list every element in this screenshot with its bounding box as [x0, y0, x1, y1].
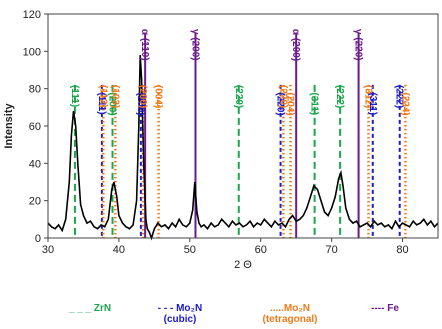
legend-item-fe: ---- Fe: [355, 303, 415, 314]
ref-label-mo2n_cubic-5: (200): [135, 92, 146, 115]
ref-label-fe-14: α (200): [290, 29, 301, 61]
y-tick-label-60: 60: [29, 121, 41, 133]
ref-label-mo2n_tetragonal-8: (004): [153, 85, 164, 108]
x-tick-label-80: 80: [396, 244, 408, 256]
legend-item-zrn: _ _ _ ZrN: [50, 303, 130, 314]
axes: 30 40 50 60 70 80 0 20 40 60 80 100 120 2 Θ Intensity: [3, 9, 439, 271]
reference-labels: (111) (111)(112)(200)(103) (200)(200)α (11…: [69, 29, 410, 116]
ref-label-mo2n_tetragonal-12: (220): [277, 85, 288, 108]
plot-frame: [47, 13, 439, 239]
legend: _ _ _ ZrN - - - Mo₂N (cubic) .....Mo₂N (…: [0, 303, 442, 329]
legend-mo2n-tetragonal-sub: (tetragonal): [262, 314, 318, 325]
ref-label-zrn-0: (111): [69, 85, 80, 107]
y-tick-label-120: 120: [23, 9, 41, 21]
ref-label-mo2n_cubic-1: (111): [96, 92, 107, 114]
ref-label-mo2n_cubic-20: (222): [394, 85, 405, 108]
y-tick-label-100: 100: [23, 46, 41, 58]
y-tick-label-20: 20: [29, 196, 41, 208]
x-tick-label-40: 40: [113, 244, 125, 256]
ref-label-mo2n_tetragonal-4: (103): [109, 85, 120, 108]
y-axis-title: Intensity: [3, 103, 15, 149]
ref-label-mo2n_tetragonal-18: (312): [363, 85, 374, 108]
ref-label-mo2n_cubic-11: (220): [275, 92, 286, 115]
ref-label-mo2n_tetragonal-6: (200): [137, 85, 148, 108]
legend-item-mo2n-cubic: - - - Mo₂N (cubic): [140, 303, 220, 325]
legend-item-mo2n-tetragonal: .....Mo₂N (tetragonal): [240, 303, 340, 325]
ref-label-mo2n_tetragonal-13: (204): [285, 92, 296, 115]
legend-mo2n-cubic-sub: (cubic): [163, 314, 197, 325]
ref-label-zrn-16: (222): [334, 85, 345, 108]
ref-label-zrn-3: (200): [107, 92, 118, 115]
ref-label-mo2n_tetragonal-21: (224): [399, 92, 410, 115]
legend-fe-label: ---- Fe: [371, 303, 399, 314]
xrd-pattern: [47, 55, 439, 241]
ref-label-zrn-10: (220): [233, 85, 244, 108]
y-tick-label-40: 40: [29, 158, 41, 170]
ref-label-fe-9: γ (200): [189, 29, 200, 61]
x-tick-label-60: 60: [255, 244, 267, 256]
legend-mo2n-cubic-label: - - - Mo₂N: [157, 303, 203, 314]
x-tick-label-30: 30: [42, 244, 54, 256]
ref-label-mo2n_tetragonal-2: (112): [97, 85, 108, 108]
ref-label-zrn-15: (311): [309, 92, 320, 115]
legend-mo2n-tetragonal-label: .....Mo₂N: [270, 303, 310, 314]
ref-label-fe-7: α (110): [139, 29, 150, 61]
reference-lines: [73, 32, 407, 238]
y-tick-label-0: 0: [35, 233, 41, 245]
y-tick-label-80: 80: [29, 84, 41, 96]
x-axis-title: 2 Θ: [234, 259, 252, 271]
legend-zrn-label: _ _ _ ZrN: [68, 303, 112, 314]
series-line-xrd: [47, 55, 439, 241]
x-tick-label-70: 70: [326, 244, 338, 256]
x-tick-label-50: 50: [184, 244, 196, 256]
ref-label-fe-17: γ (220): [353, 29, 364, 61]
ref-label-mo2n_cubic-19: (311): [367, 92, 378, 115]
